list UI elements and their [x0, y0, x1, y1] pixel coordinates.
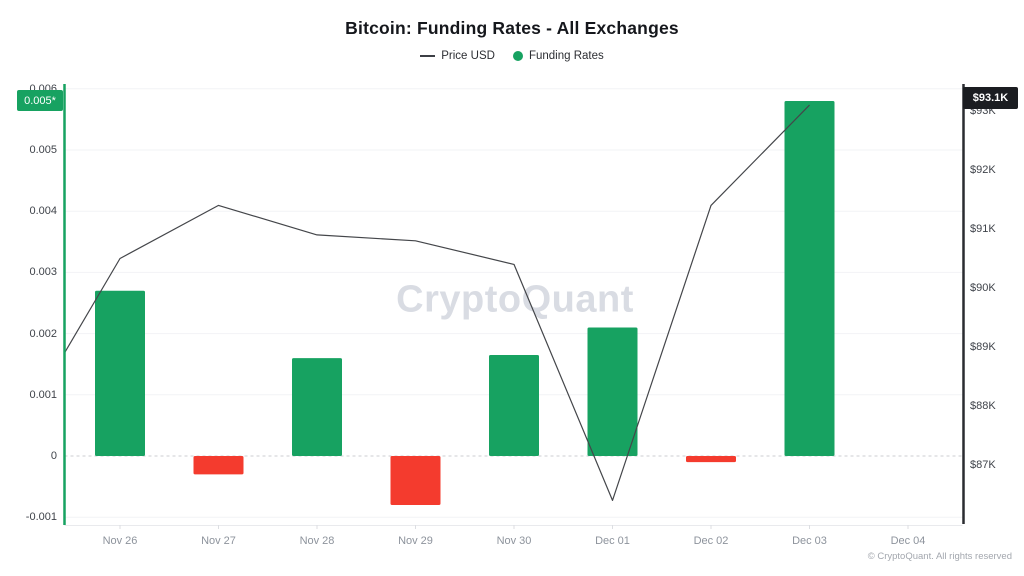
chart-title: Bitcoin: Funding Rates - All Exchanges — [345, 18, 679, 38]
funding-rates-dot-icon — [512, 51, 523, 61]
legend-item-funding-rates[interactable]: Funding Rates — [512, 50, 604, 62]
copyright-text: © CryptoQuant. All rights reserved — [867, 551, 1012, 562]
price-line-swatch-icon — [420, 55, 436, 57]
legend-item-price-usd[interactable]: Price USD — [420, 50, 495, 62]
legend: Price USD Funding Rates — [0, 50, 1024, 62]
legend-funding-rates-label: Funding Rates — [528, 50, 604, 62]
left-axis-badge: 0.005* — [17, 90, 63, 111]
right-axis-badge: $93.1K — [963, 87, 1018, 109]
legend-price-usd-label: Price USD — [441, 50, 495, 62]
